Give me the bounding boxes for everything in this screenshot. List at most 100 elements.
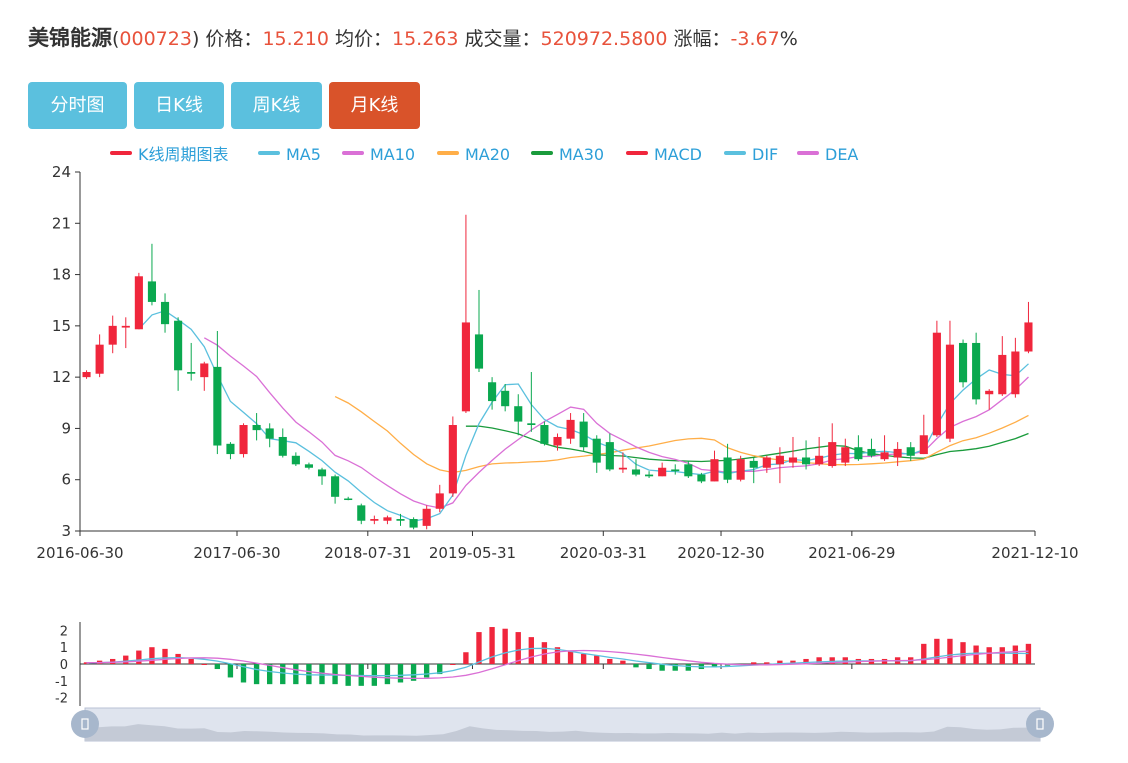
x-tick-label: 2020-12-30: [677, 544, 764, 562]
candle-body: [108, 325, 117, 345]
macd-y-tick-label: -2: [55, 692, 68, 707]
zoom-handle-knob: [1026, 710, 1054, 738]
x-tick-label: 2019-05-31: [429, 544, 516, 562]
candle-body: [788, 457, 798, 463]
change-label: 涨幅：: [673, 28, 731, 50]
macd-y-tick-label: 0: [60, 658, 68, 673]
macd-bar: [306, 664, 312, 685]
candle-body: [723, 457, 732, 480]
avg-value: 15.263: [391, 28, 459, 50]
macd-bar: [227, 664, 234, 678]
macd-bar: [437, 664, 443, 675]
legend-label-4: MA30: [559, 145, 604, 164]
macd-bar: [633, 664, 639, 668]
legend-label-2: MA10: [370, 145, 415, 164]
legend-swatch-4: [531, 151, 553, 155]
macd-bar: [816, 657, 822, 664]
legend-swatch-3: [437, 151, 459, 155]
candle-body: [357, 505, 366, 521]
tab-minute[interactable]: 分时图: [28, 82, 127, 129]
candle-body: [605, 442, 614, 470]
volume-value: 520972.5800: [540, 28, 668, 50]
change-value: -3.67: [730, 28, 780, 50]
candle-body: [435, 493, 444, 509]
macd-bar: [921, 643, 927, 664]
macd-bar: [136, 650, 142, 664]
macd-bar: [659, 664, 665, 671]
legend-swatch-2: [342, 151, 364, 155]
x-tick-label: 2018-07-31: [324, 544, 411, 562]
candle-body: [945, 344, 955, 439]
legend-label-3: MA20: [465, 145, 510, 164]
macd-bar: [672, 664, 678, 671]
tab-daily-k[interactable]: 日K线: [134, 82, 224, 129]
macd-bar: [188, 658, 194, 664]
candle-body: [854, 447, 863, 460]
candle-body: [749, 460, 758, 468]
candle-body: [762, 457, 771, 468]
zoom-handle-knob: [71, 710, 99, 738]
macd-bar: [240, 664, 247, 683]
x-tick-label: 2016-06-30: [36, 544, 123, 562]
macd-bar: [829, 657, 835, 664]
candle-body: [998, 354, 1007, 395]
zoom-handle-grip: [1036, 718, 1044, 730]
tab-monthly-k[interactable]: 月K线: [329, 82, 420, 129]
macd-bar: [685, 664, 691, 671]
candle-body: [958, 342, 968, 383]
candle-body: [226, 443, 235, 455]
candle-body: [160, 301, 170, 325]
candle-body: [95, 344, 104, 374]
macd-bar: [947, 638, 953, 664]
legend-label-5: MACD: [654, 145, 702, 164]
candle-body: [265, 428, 274, 439]
y-tick-label: 18: [52, 266, 71, 284]
legend-label-6: DIF: [752, 145, 778, 164]
dea-line: [86, 649, 1029, 680]
change-unit: %: [779, 28, 798, 50]
y-tick-label: 12: [52, 368, 71, 386]
candle-body: [1024, 322, 1033, 352]
candle-body: [697, 474, 706, 482]
candle-body: [906, 447, 915, 456]
macd-bar: [554, 647, 561, 664]
macd-bar: [594, 655, 600, 664]
candle-body: [802, 457, 811, 465]
macd-bar: [580, 653, 587, 664]
macd-bar: [371, 664, 377, 686]
candle-body: [147, 281, 157, 302]
candle-body: [985, 390, 994, 395]
candle-body: [304, 464, 313, 468]
tab-weekly-k[interactable]: 周K线: [231, 82, 322, 129]
macd-bar: [476, 632, 482, 664]
candle-body: [134, 276, 143, 330]
candle-body: [187, 372, 196, 374]
candle-body: [736, 459, 745, 480]
zoom-handle-left[interactable]: [71, 710, 99, 738]
candle-body: [514, 406, 523, 422]
macd-bar: [489, 627, 495, 664]
ma10-line: [203, 337, 1029, 509]
zoom-slider-preview: [85, 724, 1040, 741]
candle-body: [618, 467, 627, 470]
candle-body: [631, 469, 641, 475]
macd-bar: [528, 637, 534, 664]
candle-body: [396, 519, 405, 521]
macd-bar: [162, 648, 168, 664]
candle-body: [579, 421, 588, 448]
candle-body: [488, 382, 497, 402]
macd-bar: [803, 658, 809, 664]
macd-bar: [266, 664, 273, 685]
macd-bar: [751, 662, 757, 664]
zoom-handle-right[interactable]: [1026, 710, 1054, 738]
candle-body: [200, 363, 209, 378]
candle-body: [919, 435, 928, 455]
candle-body: [448, 425, 457, 494]
candle-body: [527, 423, 536, 426]
candle-body: [331, 476, 340, 497]
macd-bar: [397, 664, 404, 683]
stock-header: 美锦能源(000723) 价格：15.210 均价：15.263 成交量：520…: [28, 22, 798, 52]
candle-body: [932, 332, 941, 436]
macd-bar: [711, 664, 718, 668]
x-tick-label: 2021-06-29: [808, 544, 895, 562]
